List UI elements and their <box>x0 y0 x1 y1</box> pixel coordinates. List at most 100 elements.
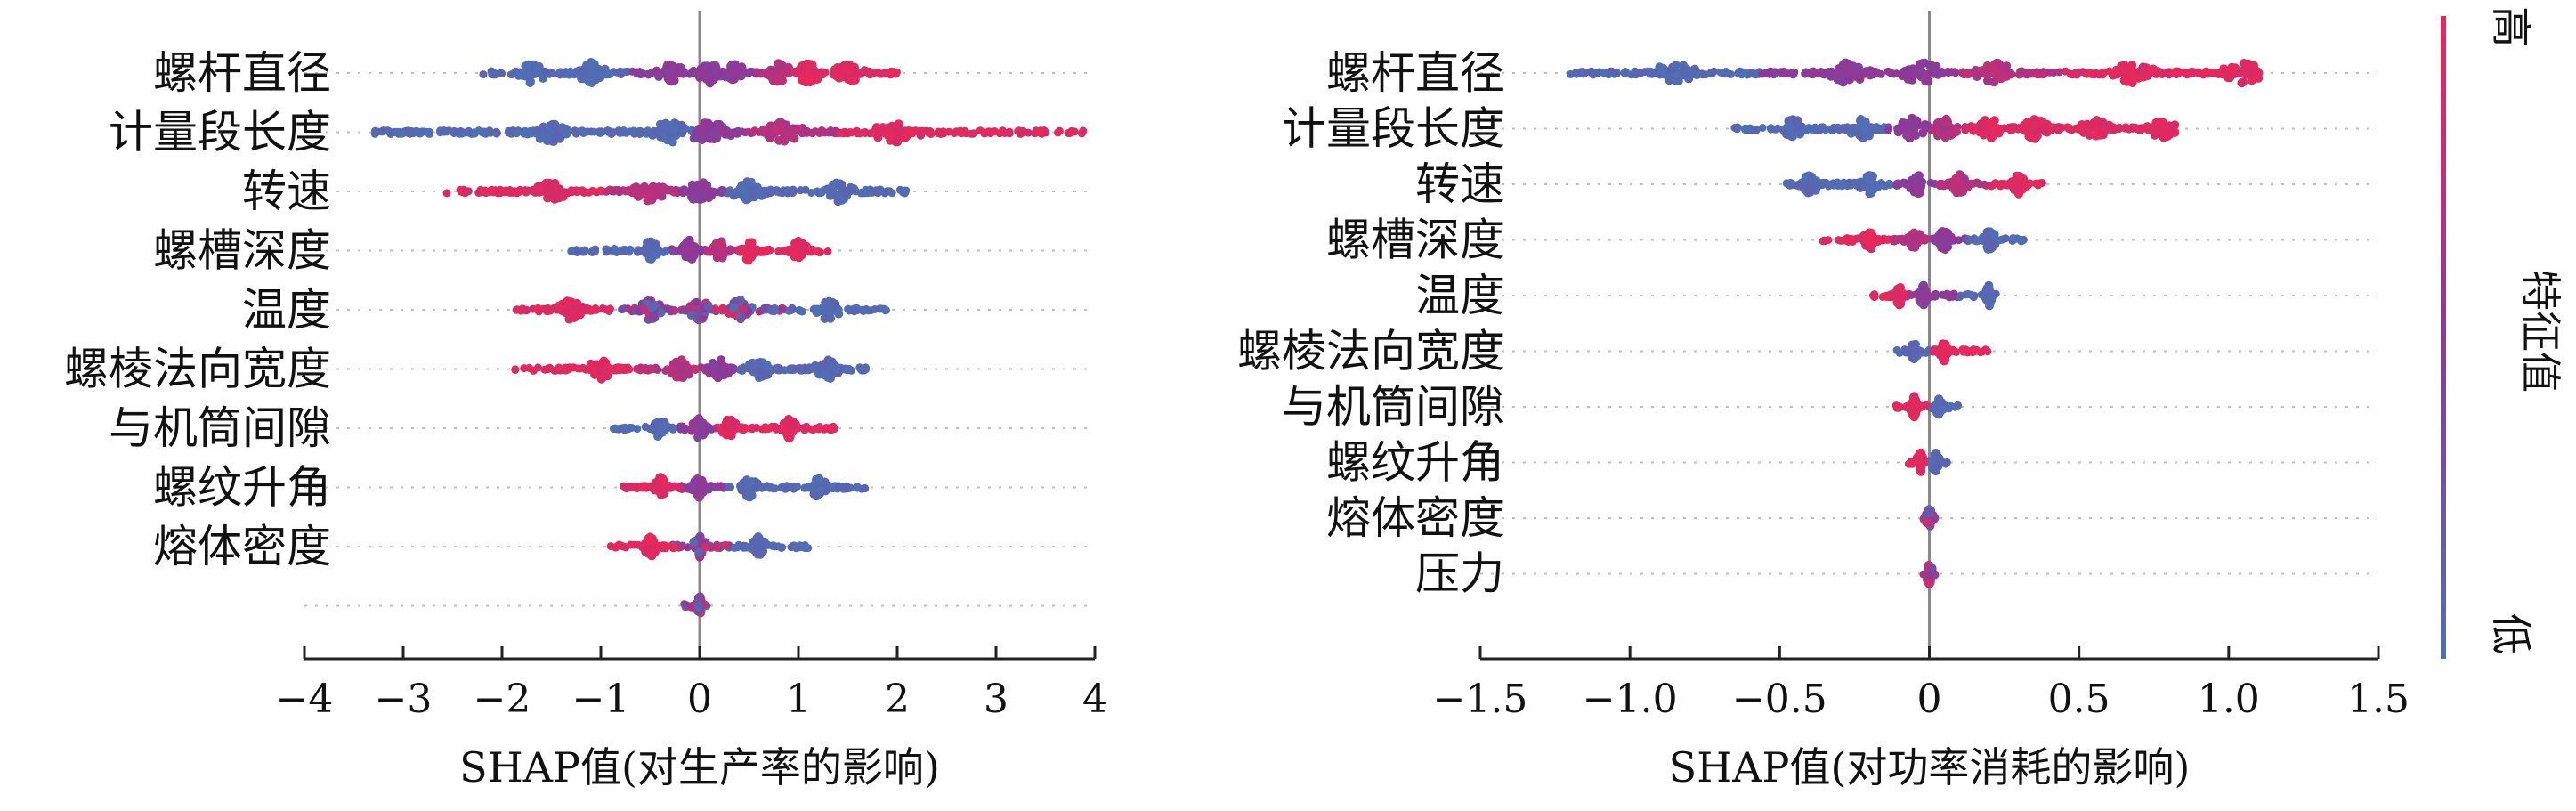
shap-point <box>2139 62 2148 71</box>
shap-point <box>2165 121 2174 130</box>
feature-row-3 <box>443 177 911 206</box>
shap-point <box>820 370 829 379</box>
shap-point <box>1933 70 1942 79</box>
feature-label: 计量段长度 <box>1282 103 1504 155</box>
shap-point <box>1842 66 1851 75</box>
shap-point <box>511 365 519 373</box>
shap-point <box>687 311 696 320</box>
shap-point <box>522 306 531 314</box>
shap-point <box>753 483 762 491</box>
shap-point <box>1910 348 1919 357</box>
shap-point <box>847 77 856 85</box>
feature-label: 螺棱法向宽度 <box>1237 326 1504 377</box>
shap-point <box>627 483 635 491</box>
shap-point <box>761 370 770 379</box>
feature-label: 螺槽深度 <box>153 225 331 277</box>
feature-row-2 <box>371 118 1088 146</box>
shap-point <box>2039 70 2047 78</box>
shap-point <box>1954 401 1962 410</box>
shap-point <box>1884 126 1892 134</box>
shap-point <box>704 301 713 310</box>
shap-point <box>780 69 789 78</box>
shap-point <box>904 127 913 136</box>
feature-row-7 <box>610 414 838 442</box>
shap-point <box>591 247 599 255</box>
shap-point <box>1788 132 1797 141</box>
shap-point <box>1917 294 1926 303</box>
shap-point <box>816 476 825 485</box>
shap-point <box>1079 127 1087 135</box>
shap-point <box>1885 180 1893 188</box>
shap-point <box>712 248 721 257</box>
shap-point <box>780 137 789 146</box>
shap-point <box>710 129 719 138</box>
shap-point <box>513 129 521 137</box>
feature-row-6 <box>1893 339 1992 365</box>
shap-point <box>1908 398 1917 407</box>
shap-point <box>860 66 869 75</box>
shap-point <box>1869 124 1878 133</box>
shap-point <box>666 65 675 74</box>
shap-point <box>2002 72 2011 81</box>
feature-label: 转速 <box>1415 158 1504 210</box>
shap-point <box>487 187 495 195</box>
x-tick-label: −2 <box>474 677 531 722</box>
shap-point <box>505 127 513 135</box>
shap-point <box>874 69 882 77</box>
shap-point <box>996 129 1004 137</box>
feature-label: 螺纹升角 <box>1326 437 1504 489</box>
shap-point <box>1877 236 1885 244</box>
shap-point <box>661 247 669 255</box>
shap-point <box>935 129 943 137</box>
shap-point <box>2065 124 2073 132</box>
shap-point <box>1941 340 1950 349</box>
shap-point <box>756 543 765 552</box>
chart-power-consumption: 螺杆直径计量段长度转速螺槽深度温度螺棱法向宽度与机筒间隙螺纹升角熔体密度压力−1… <box>1237 11 2410 791</box>
shap-point <box>1733 125 1741 133</box>
shap-point <box>1951 174 1960 183</box>
shap-point <box>835 74 844 83</box>
shap-point <box>1883 293 1891 301</box>
shap-point <box>1964 235 1973 243</box>
shap-point <box>1918 59 1927 68</box>
shap-point <box>796 66 805 75</box>
shap-point <box>1975 121 1984 130</box>
shap-point <box>572 304 581 312</box>
shap-point <box>824 355 833 364</box>
shap-point <box>666 307 674 315</box>
shap-point <box>636 363 644 371</box>
shap-point <box>669 247 677 255</box>
shap-point <box>1787 180 1795 188</box>
shap-point <box>616 128 624 136</box>
shap-point <box>2053 125 2061 133</box>
shap-point <box>2018 68 2026 76</box>
shap-point <box>887 68 895 76</box>
shap-point <box>2163 69 2171 77</box>
shap-point <box>616 188 624 196</box>
shap-point <box>464 129 472 137</box>
shap-point <box>1795 122 1804 131</box>
shap-point <box>804 77 813 85</box>
shap-point <box>694 602 703 611</box>
shap-point <box>792 544 800 552</box>
shap-point <box>1683 71 1692 80</box>
shap-point <box>676 484 684 492</box>
shap-point <box>2050 69 2058 77</box>
shap-point <box>1819 237 1827 245</box>
shap-point <box>894 123 903 132</box>
shap-point <box>790 484 798 492</box>
shap-point <box>744 247 753 256</box>
shap-point <box>798 308 806 316</box>
feature-label: 螺杆直径 <box>153 47 331 99</box>
shap-point <box>815 486 824 495</box>
shap-point <box>641 539 650 548</box>
shap-point <box>2099 130 2108 139</box>
shap-point <box>511 187 519 195</box>
shap-point <box>1915 230 1924 239</box>
x-tick-label: 0 <box>687 677 712 722</box>
shap-point <box>828 191 837 199</box>
shap-point <box>2099 70 2107 78</box>
shap-point <box>1975 180 1983 188</box>
shap-point <box>399 129 407 137</box>
shap-point <box>1984 293 1993 302</box>
